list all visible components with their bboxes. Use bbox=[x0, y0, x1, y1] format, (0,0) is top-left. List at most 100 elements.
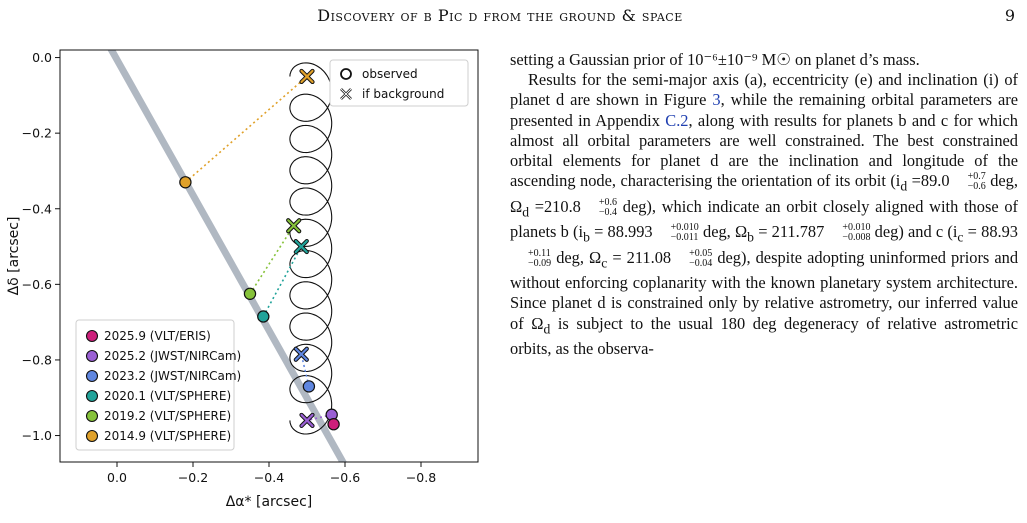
background-cross-marker-fill bbox=[300, 69, 314, 84]
uncertainty-upper: +0.11 bbox=[528, 247, 551, 259]
background-cross-marker-fill bbox=[294, 239, 308, 254]
text-segment: deg, Ω bbox=[551, 247, 602, 267]
uncertainty: +0.6 −0.4 bbox=[581, 196, 618, 218]
epoch-legend-label: 2014.9 (VLT/SPHERE) bbox=[104, 429, 231, 443]
observed-position-marker bbox=[257, 310, 270, 323]
uncertainty: +0.010 −0.008 bbox=[824, 223, 870, 243]
epoch-legend-marker bbox=[85, 369, 99, 383]
background-cross-marker-fill bbox=[300, 413, 314, 428]
uncertainty: +0.7 −0.6 bbox=[950, 172, 986, 192]
uncertainty-upper: +0.010 bbox=[842, 222, 871, 234]
text-segment: Results for the semi-major axis (a), ecc… bbox=[510, 70, 1018, 110]
y-tick-label: −1.0 bbox=[22, 428, 52, 443]
epoch-legend: 2025.9 (VLT/ERIS) 2025.2 (JWST/NIRCam) 202… bbox=[75, 319, 241, 451]
value: = 211.787 bbox=[753, 222, 825, 242]
uncertainty-lower: −0.09 bbox=[528, 257, 552, 269]
value: = 88.993 bbox=[589, 222, 653, 242]
marker-legend-box bbox=[329, 59, 469, 107]
paragraph-1-text: setting a Gaussian prior of 10⁻⁶±10⁻⁹ M☉… bbox=[510, 50, 920, 69]
observed-position-marker bbox=[179, 176, 192, 189]
value: = 211.08 bbox=[607, 247, 672, 267]
value: = 88.93 bbox=[963, 222, 1018, 242]
uncertainty-upper: +0.010 bbox=[670, 222, 699, 234]
uncertainty-lower: −0.6 bbox=[967, 181, 986, 193]
background-motion-track bbox=[289, 62, 333, 435]
observed-position-marker bbox=[243, 287, 257, 300]
y-tick-label: −0.6 bbox=[22, 277, 52, 292]
connector-line bbox=[262, 246, 303, 317]
uncertainty-lower: −0.008 bbox=[842, 232, 871, 244]
uncertainty-upper: +0.6 bbox=[598, 196, 618, 208]
text-segment: deg, Ω bbox=[698, 222, 748, 242]
page-number: 9 bbox=[1004, 6, 1015, 25]
epoch-legend-marker bbox=[85, 389, 99, 403]
subscript: b bbox=[747, 229, 754, 245]
legend-background-label: if background bbox=[362, 87, 444, 101]
observed-marker-icon bbox=[340, 68, 352, 80]
paragraph-2: Results for the semi-major axis (a), ecc… bbox=[510, 70, 1018, 359]
value: =210.8 bbox=[529, 196, 581, 216]
body-text: setting a Gaussian prior of 10⁻⁶±10⁻⁹ M☉… bbox=[510, 50, 1018, 359]
epoch-legend-marker bbox=[85, 329, 99, 343]
page-header: Discovery of β Pic d from the ground & s… bbox=[0, 6, 1027, 32]
subscript: d bbox=[543, 320, 551, 336]
background-cross-marker-fill bbox=[294, 347, 308, 361]
paragraph-1: setting a Gaussian prior of 10⁻⁶±10⁻⁹ M☉… bbox=[510, 50, 1018, 70]
astrometry-figure: 0.0 −0.2 −0.4 −0.6 −0.8 0.0 −0.2 −0.4 −0.6 −0.8 −1… bbox=[6, 49, 479, 510]
disk-position-angle-line bbox=[107, 50, 347, 462]
subscript: d bbox=[522, 203, 530, 219]
subscript: c bbox=[601, 254, 608, 270]
subscript: d bbox=[900, 178, 908, 194]
x-tick-label: −0.6 bbox=[330, 470, 360, 485]
uncertainty-lower: −0.011 bbox=[670, 232, 699, 244]
y-tick-label: −0.8 bbox=[22, 352, 52, 367]
epoch-legend-box bbox=[75, 319, 235, 451]
uncertainty: +0.11 −0.09 bbox=[510, 247, 552, 269]
epoch-legend-label: 2020.1 (VLT/SPHERE) bbox=[104, 389, 231, 403]
uncertainty-upper: +0.05 bbox=[689, 247, 713, 259]
uncertainty: +0.05 −0.04 bbox=[671, 247, 713, 269]
uncertainty-lower: −0.4 bbox=[598, 206, 618, 218]
x-tick-label: −0.2 bbox=[178, 470, 208, 485]
uncertainty-lower: −0.04 bbox=[689, 257, 713, 269]
axis-ticks: 0.0 −0.2 −0.4 −0.6 −0.8 0.0 −0.2 −0.4 −0.6 −0.8 −1… bbox=[22, 50, 437, 485]
y-axis-title: Δδ [arcsec] bbox=[6, 217, 22, 296]
subscript: c bbox=[957, 229, 964, 245]
epoch-legend-marker bbox=[85, 409, 99, 423]
x-tick-label: −0.8 bbox=[406, 470, 436, 485]
y-tick-label: −0.4 bbox=[22, 201, 52, 216]
x-tick-label: 0.0 bbox=[107, 470, 127, 485]
observed-position-marker bbox=[327, 418, 340, 431]
x-axis-title: Δα* [arcsec] bbox=[226, 494, 313, 510]
connector-line bbox=[184, 75, 308, 183]
plot-area bbox=[107, 50, 347, 462]
text-segment: deg), despite adopting uninformed priors… bbox=[510, 247, 1019, 333]
background-cross-icon-inner bbox=[340, 88, 352, 100]
epoch-legend-label: 2023.2 (JWST/NIRCam) bbox=[104, 369, 241, 383]
epoch-legend-marker bbox=[85, 349, 99, 363]
epoch-legend-label: 2025.2 (JWST/NIRCam) bbox=[104, 349, 241, 363]
legend-observed-label: observed bbox=[362, 67, 418, 81]
connector-line bbox=[249, 225, 295, 295]
observed-position-marker bbox=[302, 380, 316, 393]
text-segment: , along with results for planets b and c… bbox=[510, 110, 1018, 191]
running-title: Discovery of β Pic d from the ground & s… bbox=[317, 6, 683, 25]
x-tick-label: −0.4 bbox=[254, 470, 284, 485]
uncertainty-upper: +0.7 bbox=[967, 171, 986, 183]
text-segment: is subject to the usual 180 deg degenera… bbox=[510, 313, 1018, 359]
y-tick-label: 0.0 bbox=[32, 50, 52, 65]
marker-legend: observed if background bbox=[329, 59, 469, 107]
epoch-legend-label: 2019.2 (VLT/SPHERE) bbox=[104, 409, 231, 423]
y-tick-label: −0.2 bbox=[22, 126, 52, 141]
figure-3-link[interactable]: 3 bbox=[712, 90, 721, 110]
text-segment: deg) and c (i bbox=[870, 222, 958, 242]
appendix-c2-link[interactable]: C.2 bbox=[665, 110, 689, 130]
text-segment: , while the remaining orbital parameters… bbox=[510, 90, 1018, 130]
value: =89.0 bbox=[907, 171, 950, 191]
epoch-legend-marker bbox=[85, 429, 99, 443]
uncertainty: +0.010 −0.011 bbox=[653, 223, 699, 243]
connector-line bbox=[306, 413, 332, 422]
text-segment: deg, Ω bbox=[510, 171, 1018, 216]
background-cross-marker-fill bbox=[287, 219, 301, 233]
subscript: b bbox=[583, 229, 590, 245]
